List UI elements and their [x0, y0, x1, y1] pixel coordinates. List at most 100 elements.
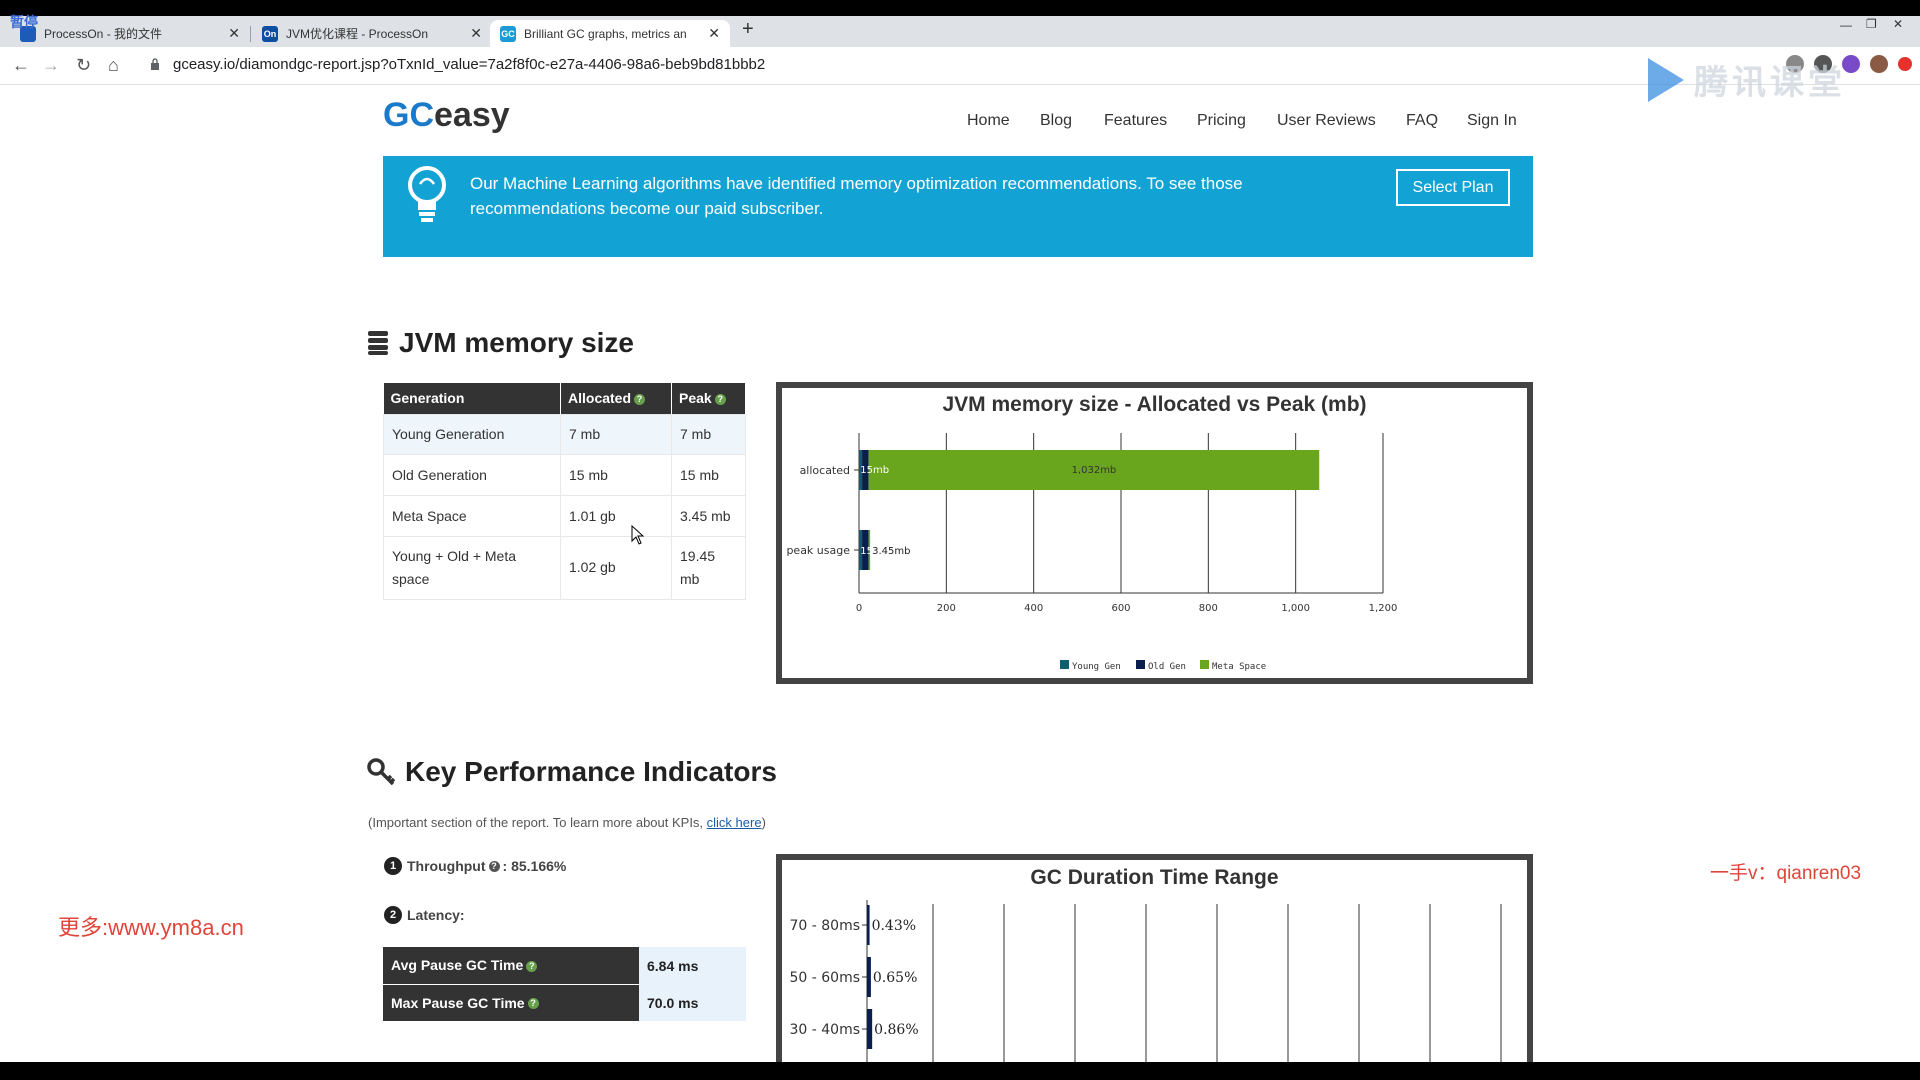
gceasy-gc-icon: GC [500, 25, 516, 42]
play-logo-icon [1648, 57, 1684, 102]
nav-blog[interactable]: Blog [1040, 112, 1073, 129]
home-icon[interactable]: ⌂ [108, 55, 119, 75]
address-bar: ← → ↻ ⌂ gceasy.io/diamondgc-report.jsp?o… [0, 47, 1920, 85]
lightbulb-icon [408, 166, 446, 222]
watermark-logo-text: 腾讯课堂 [1694, 64, 1846, 102]
max-pause-label: Max Pause GC Time [391, 994, 525, 1011]
help-icon[interactable]: ? [714, 394, 726, 406]
close-icon[interactable]: ✕ [228, 25, 240, 41]
latency-line: 2 Latency: [384, 906, 465, 924]
avg-pause-label: Avg Pause GC Time [391, 957, 524, 974]
new-tab-plus-icon[interactable]: + [742, 18, 754, 40]
banner-message: Our Machine Learning algorithms have ide… [470, 174, 1243, 218]
x-tick-label: 0 [856, 603, 862, 614]
cell-peak: 19.45 mb [671, 535, 746, 600]
tab-jvm-course[interactable]: On JVM优化课程 - ProcessOn ✕ [252, 20, 492, 47]
nav-sign-in[interactable]: Sign In [1467, 112, 1517, 129]
table-row: Young + Old + Meta space 1.02 gb 19.45 m… [383, 535, 746, 600]
number-one-icon: 1 [384, 857, 402, 875]
header-label: Peak [679, 390, 712, 407]
latency-label: Latency: [407, 907, 465, 923]
tab-title: ProcessOn - 我的文件 [44, 27, 163, 41]
kpi-subtitle-suffix: ) [761, 815, 766, 830]
legend-label: Young Gen [1072, 662, 1121, 672]
memory-size-table: Generation Allocated? Peak? Young Genera… [383, 383, 746, 600]
x-tick-label: 200 [937, 603, 956, 614]
avg-pause-label-cell: Avg Pause GC Time? [383, 947, 639, 985]
click-here-link[interactable]: click here [706, 815, 762, 830]
x-tick-label: 400 [1024, 603, 1043, 614]
forward-arrow-icon[interactable]: → [42, 55, 60, 75]
table-row: Avg Pause GC Time? 6.84 ms [383, 947, 746, 985]
data-label: 3.45mb [872, 546, 910, 557]
table-row: Max Pause GC Time? 70.0 ms [383, 984, 746, 1022]
back-arrow-icon[interactable]: ← [12, 55, 30, 75]
gceasy-logo[interactable]: GCeasy [383, 96, 510, 135]
nav-features[interactable]: Features [1104, 112, 1168, 129]
y-category-label: allocated [800, 464, 850, 477]
help-icon[interactable]: ? [634, 394, 646, 406]
reload-icon[interactable]: ↻ [76, 55, 92, 75]
table-row: Meta Space 1.01 gb 3.45 mb [383, 494, 746, 537]
watermark-left: 更多:www.ym8a.cn [58, 915, 244, 940]
header-label: Allocated [568, 390, 632, 407]
watermark-right: 一手v：qianren03 [1710, 863, 1862, 884]
key-icon [367, 758, 395, 786]
nav-faq[interactable]: FAQ [1406, 112, 1439, 129]
memory-chart-title: JVM memory size - Allocated vs Peak (mb) [942, 393, 1367, 416]
data-label: 0.86% [874, 1022, 918, 1038]
legend-swatch [1200, 660, 1209, 669]
url-field[interactable]: gceasy.io/diamondgc-report.jsp?oTxnId_va… [173, 56, 766, 73]
cell-generation: Meta Space [383, 494, 561, 537]
y-category-label: 30 - 40ms [789, 1022, 860, 1038]
restore-icon[interactable]: ❐ [1866, 17, 1877, 31]
help-icon[interactable]: ? [488, 860, 500, 872]
kpi-section-title: Key Performance Indicators [367, 756, 777, 788]
cell-peak: 15 mb [671, 453, 746, 496]
table-row: Old Generation 15 mb 15 mb [383, 453, 746, 496]
database-icon [368, 331, 388, 355]
header-peak: Peak? [671, 383, 746, 414]
extension-icon[interactable] [1842, 55, 1860, 73]
kpi-subtitle: (Important section of the report. To lea… [368, 815, 766, 830]
cell-generation: Old Generation [383, 453, 561, 496]
table-header-row: Generation Allocated? Peak? [383, 383, 746, 414]
data-label: 0.65% [873, 970, 917, 986]
bar [867, 957, 871, 997]
cell-peak: 3.45 mb [671, 494, 746, 537]
legend-label: Old Gen [1148, 662, 1186, 672]
extension-icon[interactable] [1814, 55, 1832, 73]
notification-icon[interactable] [1898, 57, 1912, 71]
y-category-label: 70 - 80ms [789, 918, 860, 934]
bar-segment-meta-space [868, 450, 1320, 490]
nav-home[interactable]: Home [967, 112, 1010, 129]
pause-tag: 暂停 [10, 14, 38, 30]
help-icon[interactable]: ? [527, 998, 539, 1010]
legend-label: Meta Space [1212, 662, 1266, 672]
throughput-label: Throughput [407, 858, 486, 874]
memory-chart-frame: JVM memory size - Allocated vs Peak (mb)… [776, 382, 1533, 684]
y-category-label: peak usage [786, 544, 850, 557]
lock-icon [151, 58, 159, 70]
processon-icon [20, 25, 36, 42]
bar [867, 1009, 873, 1049]
nav-pricing[interactable]: Pricing [1197, 112, 1246, 129]
help-icon[interactable]: ? [526, 961, 538, 973]
tab-gceasy[interactable]: GC Brilliant GC graphs, metrics an ✕ [490, 20, 730, 47]
ml-recommendation-banner: Our Machine Learning algorithms have ide… [383, 156, 1533, 257]
nav-user-reviews[interactable]: User Reviews [1277, 112, 1376, 129]
legend-swatch [1136, 660, 1145, 669]
top-bar [0, 0, 1920, 16]
tencent-classroom-watermark: 腾讯课堂 [1648, 55, 1846, 104]
close-icon[interactable]: ✕ [708, 25, 720, 41]
select-plan-button[interactable]: Select Plan [1396, 169, 1510, 206]
latency-table: Avg Pause GC Time? 6.84 ms Max Pause GC … [383, 947, 746, 1022]
bar-segment-young-gen [859, 530, 863, 570]
mouse-cursor-icon [631, 525, 645, 545]
tab-processon-files[interactable]: ProcessOn - 我的文件 ✕ [10, 20, 250, 47]
avatar[interactable] [1870, 55, 1888, 73]
window-close-icon[interactable]: ✕ [1893, 17, 1904, 31]
extension-icon[interactable] [1786, 55, 1804, 73]
close-icon[interactable]: ✕ [470, 25, 482, 41]
minimize-icon[interactable]: — [1840, 18, 1852, 32]
